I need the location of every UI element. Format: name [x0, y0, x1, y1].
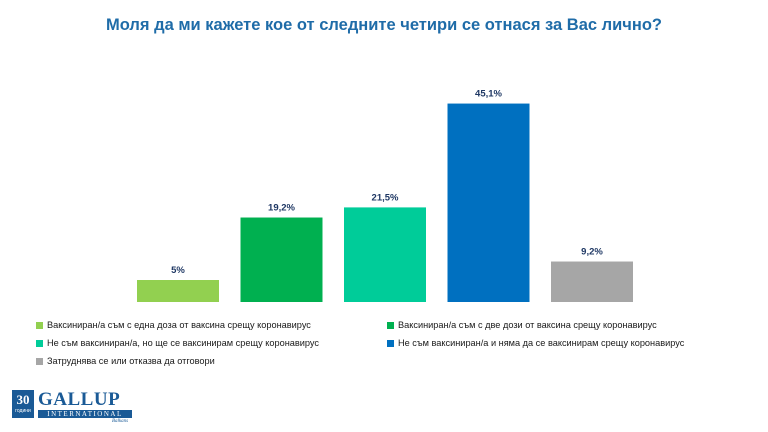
legend-swatch — [36, 321, 43, 329]
legend-swatch — [387, 339, 394, 347]
legend-item-1: Ваксиниран/а съм с една доза от ваксина … — [36, 320, 311, 330]
logo-number: 30 — [16, 392, 30, 407]
legend-label: Ваксиниран/а съм с две дози от ваксина с… — [398, 320, 657, 330]
value-label-2: 19,2% — [268, 203, 295, 214]
legend-swatch — [36, 357, 43, 365]
bar-chart: 5% 19,2% 21,5% 45,1% 9,2% — [137, 89, 633, 302]
legend-item-5: Затруднява се или отказва да отговори — [36, 356, 215, 366]
logo-name: GALLUP — [38, 389, 121, 410]
legend-item-2: Ваксиниран/а съм с две дози от ваксина с… — [387, 320, 657, 330]
logo-years: години — [15, 408, 31, 414]
legend-swatch — [387, 321, 394, 329]
legend-label: Не съм ваксиниран/а и няма да се ваксини… — [398, 338, 685, 348]
value-label-3: 21,5% — [372, 192, 399, 203]
legend-item-3: Не съм ваксиниран/а, но ще се ваксинирам… — [36, 338, 319, 348]
legend-item-4: Не съм ваксиниран/а и няма да се ваксини… — [387, 338, 684, 348]
legend-label: Затруднява се или отказва да отговори — [47, 356, 215, 366]
value-label-5: 9,2% — [581, 247, 603, 258]
chart-title: Моля да ми кажете кое от следните четири… — [106, 16, 662, 34]
legend-label: Не съм ваксиниран/а, но ще се ваксинирам… — [47, 338, 320, 348]
value-labels-group: 5% 19,2% 21,5% 45,1% 9,2% — [171, 89, 603, 276]
value-label-1: 5% — [171, 265, 185, 276]
bar-5 — [551, 261, 633, 302]
bars-group — [137, 103, 633, 302]
logo-badge — [12, 390, 34, 418]
bar-2 — [240, 217, 323, 302]
bar-3 — [344, 207, 426, 302]
legend-label: Ваксиниран/а съм с една доза от ваксина … — [47, 320, 311, 330]
logo-international: INTERNATIONAL — [38, 410, 132, 418]
gallup-logo: 30 години GALLUP INTERNATIONAL Balkans — [12, 389, 142, 426]
value-label-4: 45,1% — [475, 89, 502, 100]
logo-region: Balkans — [112, 419, 129, 424]
legend-swatch — [36, 339, 43, 347]
bar-1 — [137, 280, 219, 302]
bar-4 — [447, 103, 530, 302]
